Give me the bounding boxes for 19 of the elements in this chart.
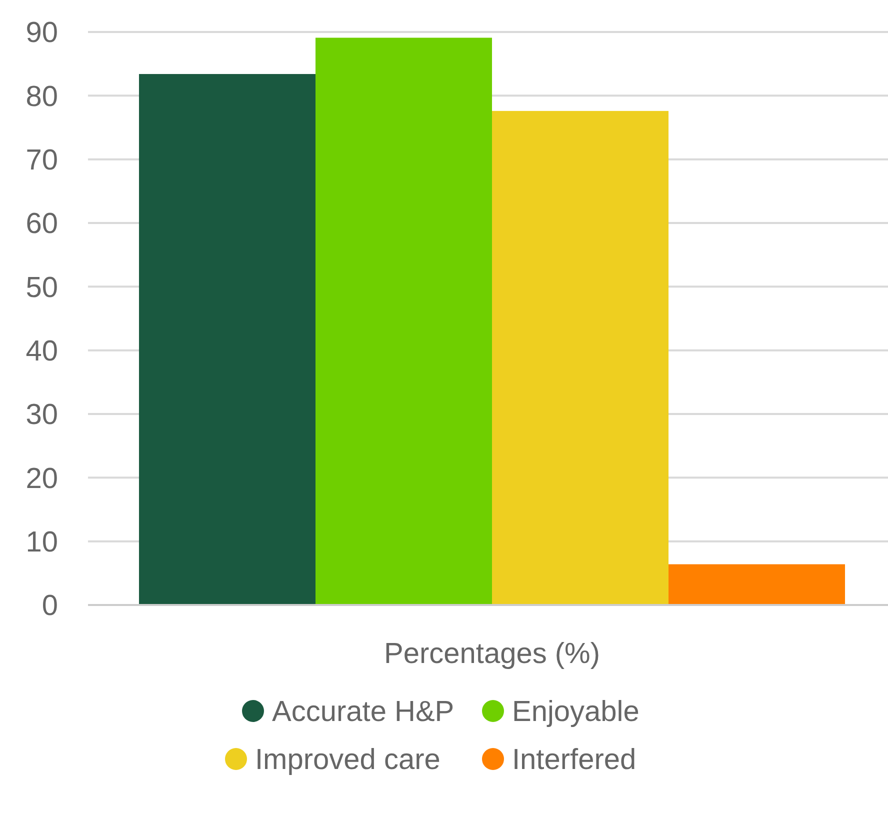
y-tick-label: 80 bbox=[26, 80, 58, 113]
y-tick-label: 30 bbox=[26, 399, 58, 432]
y-tick-label: 40 bbox=[26, 335, 58, 368]
legend-label: Improved care bbox=[255, 744, 441, 776]
y-tick-label: 70 bbox=[26, 144, 58, 176]
y-tick-label: 60 bbox=[26, 208, 58, 240]
legend-label: Enjoyable bbox=[512, 696, 640, 728]
y-tick-label: 0 bbox=[42, 590, 58, 622]
legend-label: Accurate H&P bbox=[272, 696, 454, 728]
bar bbox=[492, 110, 669, 605]
y-tick-label: 90 bbox=[26, 17, 58, 50]
bar bbox=[315, 38, 492, 605]
bar bbox=[138, 74, 316, 605]
y-tick-label: 10 bbox=[26, 526, 58, 558]
y-tick-label: 20 bbox=[26, 462, 58, 495]
bar bbox=[668, 564, 846, 605]
legend-label: Interfered bbox=[512, 744, 636, 776]
y-tick-label: 50 bbox=[26, 272, 58, 304]
x-tick-label: Percentages (%) bbox=[384, 638, 600, 670]
